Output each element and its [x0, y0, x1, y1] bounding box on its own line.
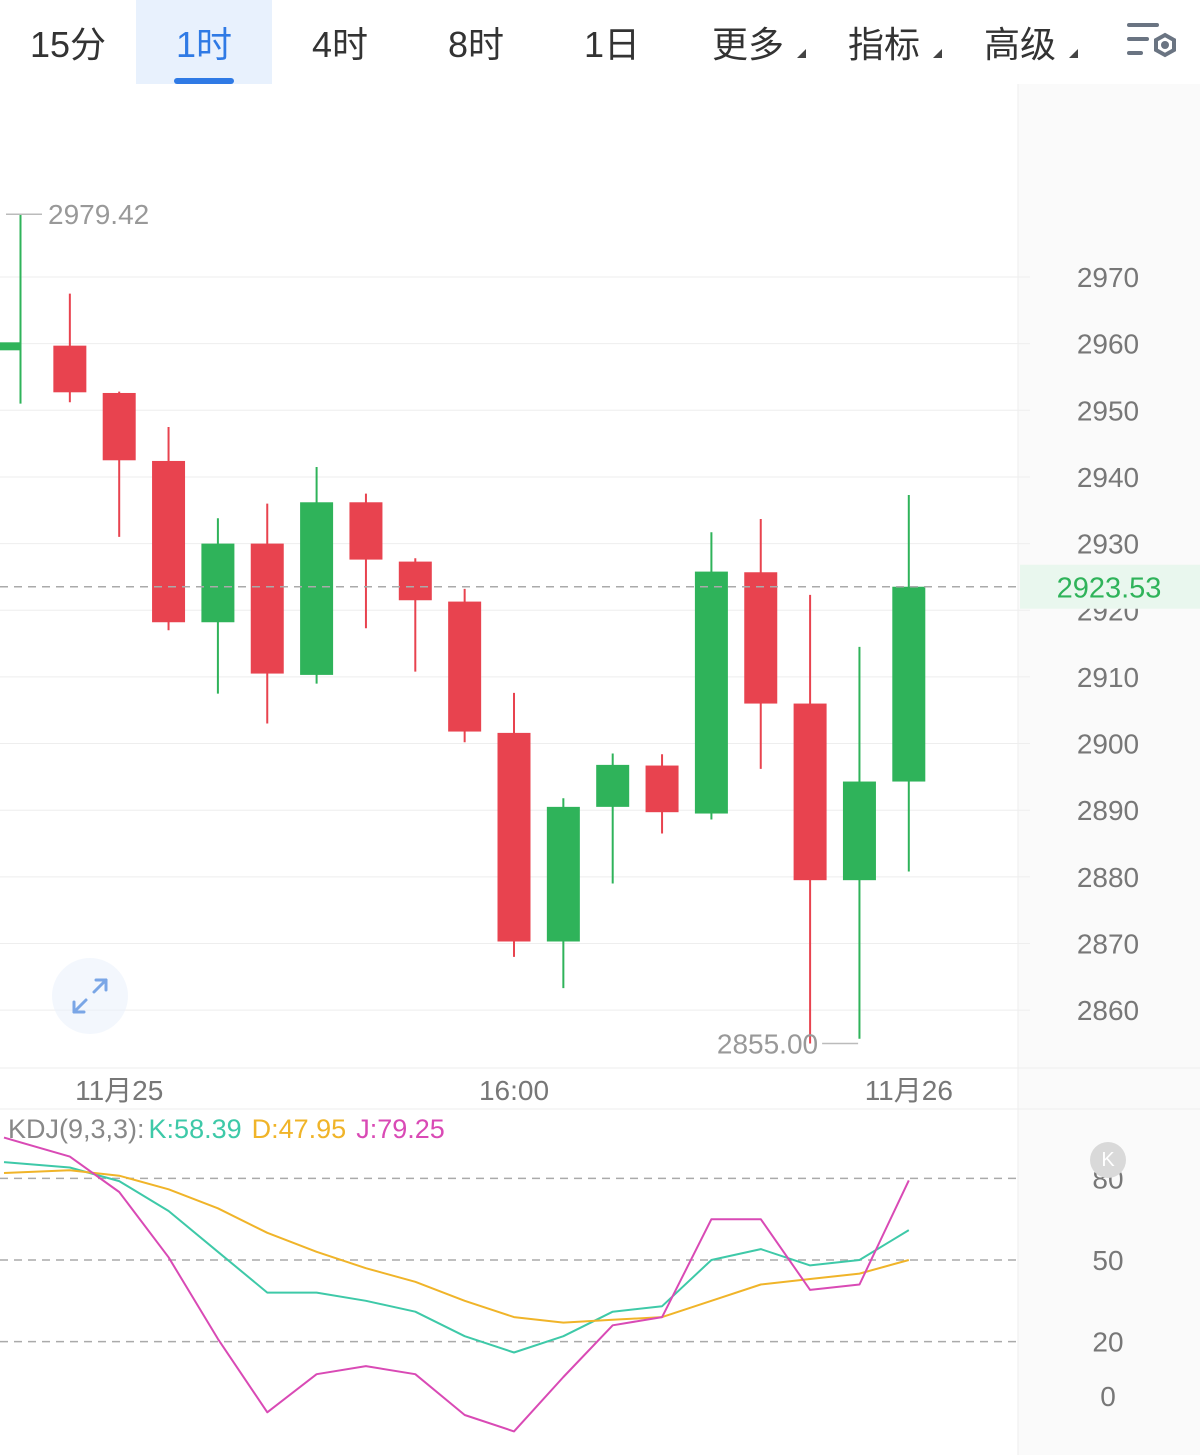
candle — [102, 391, 136, 537]
y-tick-label: 2940 — [1077, 462, 1139, 493]
tab-label: 8时 — [447, 24, 505, 65]
candle-body — [744, 572, 778, 704]
candle-body — [102, 392, 136, 461]
last-price-label: 2923.53 — [1057, 573, 1162, 605]
candle — [793, 594, 827, 1044]
tab-label: 1时 — [175, 24, 233, 65]
kdj-legend-k: K:58.39 — [148, 1114, 242, 1144]
candle — [398, 558, 432, 672]
kdj-y-tick-label: 20 — [1092, 1327, 1123, 1358]
tab-label: 15分 — [29, 24, 107, 65]
candle-body — [448, 601, 482, 732]
candle — [448, 588, 482, 743]
candle — [53, 293, 87, 403]
candle-body — [152, 460, 186, 623]
y-tick-label: 2900 — [1077, 729, 1139, 760]
y-tick-label: 2880 — [1077, 862, 1139, 893]
chart-settings-button[interactable] — [1118, 6, 1190, 78]
dropdown-caret-icon — [797, 49, 806, 58]
y-tick-label: 2870 — [1077, 929, 1139, 960]
tab-label: 高级 — [983, 24, 1056, 65]
last-price-tag — [1020, 564, 1200, 609]
y-tick-label: 2890 — [1077, 795, 1139, 826]
candle — [842, 646, 876, 1039]
kdj-series-k — [3, 1161, 910, 1354]
candle — [250, 503, 284, 724]
high-marker-label: 2979.42 — [48, 199, 149, 230]
kdj-y-tick-label: 0 — [1100, 1381, 1116, 1412]
kdj-legend: KDJ(9,3,3): K:58.39 D:47.95 J:79.25 — [8, 1114, 455, 1145]
y-tick-label: 2960 — [1077, 329, 1139, 360]
candle-body — [596, 764, 630, 807]
tab-label: 4时 — [311, 24, 369, 65]
candle-body — [53, 345, 87, 393]
chart-settings-gear-icon — [1127, 23, 1176, 58]
tab-4[interactable]: 1日 — [544, 0, 680, 84]
y-tick-label: 2860 — [1077, 995, 1139, 1026]
candle — [201, 518, 235, 694]
y-tick-label: 2950 — [1077, 395, 1139, 426]
expand-arrows-icon — [72, 978, 108, 1014]
candle — [596, 753, 630, 884]
dropdown-caret-icon — [933, 49, 942, 58]
candle — [694, 532, 728, 820]
candle — [744, 518, 778, 769]
candle-body — [694, 571, 728, 814]
expand-chart-button[interactable] — [52, 958, 128, 1034]
y-tick-label: 2970 — [1077, 262, 1139, 293]
candle-body — [0, 342, 20, 351]
tab-1[interactable]: 1时 — [136, 0, 272, 84]
k-badge[interactable]: K — [1090, 1142, 1126, 1178]
candle-body — [201, 543, 235, 623]
candle-body — [842, 781, 876, 881]
kdj-series-d — [3, 1169, 910, 1324]
candle-body — [892, 586, 926, 782]
kdj-legend-d: D:47.95 — [251, 1114, 347, 1144]
kdj-y-tick-label: 50 — [1092, 1245, 1123, 1276]
tab-7[interactable]: 高级 — [952, 0, 1088, 84]
candle-body — [349, 502, 383, 560]
candle-body — [497, 732, 531, 942]
candle — [152, 426, 186, 631]
kdj-legend-j: J:79.25 — [356, 1114, 445, 1144]
candle — [892, 494, 926, 872]
candlestick-chart[interactable]: 2860287028802890290029102920293029402950… — [0, 84, 1200, 1110]
y-tick-label: 2930 — [1077, 529, 1139, 560]
y-tick-label: 2910 — [1077, 662, 1139, 693]
active-tab-indicator — [174, 78, 234, 84]
candle — [300, 466, 334, 684]
tab-label: 更多 — [711, 24, 784, 65]
candle-body — [300, 502, 334, 675]
tab-0[interactable]: 15分 — [0, 0, 136, 84]
candle — [0, 214, 22, 404]
x-tick-label: 16:00 — [479, 1075, 549, 1106]
candle-body — [546, 806, 580, 942]
candle — [497, 692, 531, 957]
candle — [349, 493, 383, 629]
tab-6[interactable]: 指标 — [816, 0, 952, 84]
tab-5[interactable]: 更多 — [680, 0, 816, 84]
kdj-series-j — [3, 1136, 910, 1433]
x-tick-label: 11月25 — [75, 1075, 163, 1106]
candle-body — [645, 765, 679, 813]
tab-3[interactable]: 8时 — [408, 0, 544, 84]
low-marker-label: 2855.00 — [717, 1028, 818, 1059]
candle-body — [250, 543, 284, 674]
tab-label: 1日 — [583, 24, 641, 65]
candle-body — [398, 561, 432, 601]
dropdown-caret-icon — [1069, 49, 1078, 58]
kdj-legend-title: KDJ(9,3,3): — [8, 1114, 145, 1144]
tab-2[interactable]: 4时 — [272, 0, 408, 84]
x-tick-label: 11月26 — [865, 1075, 953, 1106]
candle — [546, 798, 580, 989]
candle-body — [793, 703, 827, 881]
candle — [645, 754, 679, 834]
timeframe-toolbar: 15分 1时 4时 8时 1日 更多 指标 高级 — [0, 0, 1200, 84]
tab-label: 指标 — [847, 24, 920, 65]
